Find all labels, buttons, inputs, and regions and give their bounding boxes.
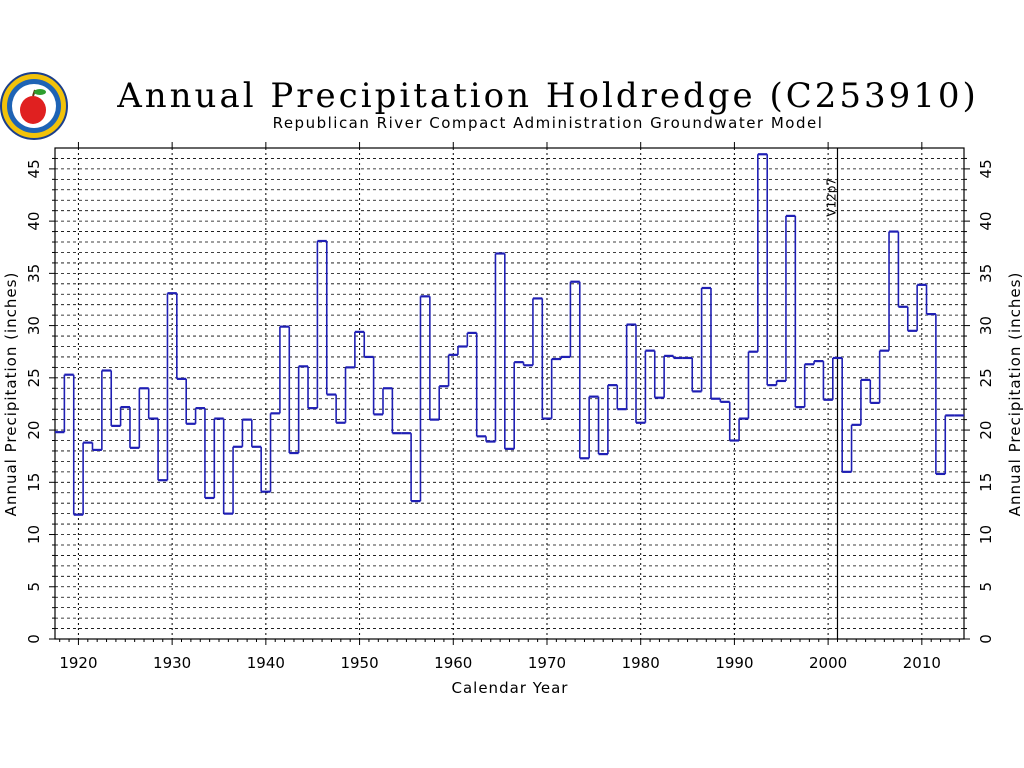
y-tick-label-right: 45: [977, 159, 995, 178]
x-tick-label: 1990: [715, 654, 753, 672]
y-tick-label-right: 40: [977, 212, 995, 231]
y-axis-label-right: Annual Precipitation (inches): [1006, 272, 1024, 517]
grid-lines: [55, 148, 964, 639]
y-tick-label-right: 20: [977, 421, 995, 440]
x-tick-label: 1950: [340, 654, 378, 672]
y-tick-label: 0: [25, 634, 43, 644]
y-axis-label-left: Annual Precipitation (inches): [2, 272, 20, 517]
chart-title: Annual Precipitation Holdredge (C253910): [116, 76, 979, 116]
apple-icon: [20, 96, 46, 124]
x-tick-label: 1960: [434, 654, 472, 672]
y-tick-label-right: 10: [977, 525, 995, 544]
y-tick-label-right: 30: [977, 316, 995, 335]
x-tick-label: 2000: [809, 654, 847, 672]
y-tick-label: 30: [25, 316, 43, 335]
x-tick-label: 1920: [59, 654, 97, 672]
y-tick-label: 20: [25, 421, 43, 440]
x-tick-label: 1970: [528, 654, 566, 672]
y-tick-label-right: 0: [977, 634, 995, 644]
y-tick-label: 35: [25, 264, 43, 283]
x-tick-label: 2010: [903, 654, 941, 672]
plot-frame: [54, 147, 965, 640]
version-marker: V12p7: [824, 148, 838, 639]
x-tick-label: 1930: [153, 654, 191, 672]
version-marker-label: V12p7: [824, 178, 838, 217]
y-tick-label: 15: [25, 473, 43, 492]
y-tick-label-right: 25: [977, 368, 995, 387]
axis-ticks: 0 0 5 5 10 10 15 15 20 20 25 25 30 30 35 35 40 40 45 45 1920…: [25, 142, 995, 672]
chart-subtitle: Republican River Compact Administration …: [273, 114, 824, 132]
y-tick-label: 10: [25, 525, 43, 544]
x-axis-label: Calendar Year: [452, 679, 569, 697]
y-tick-label: 5: [25, 582, 43, 592]
precipitation-series: [55, 153, 964, 516]
rrca-logo: [0, 72, 68, 140]
y-tick-label: 25: [25, 368, 43, 387]
x-tick-label: 1940: [247, 654, 285, 672]
y-tick-label: 45: [25, 159, 43, 178]
y-tick-label-right: 15: [977, 473, 995, 492]
y-tick-label-right: 35: [977, 264, 995, 283]
y-tick-label: 40: [25, 212, 43, 231]
x-tick-label: 1980: [622, 654, 660, 672]
y-tick-label-right: 5: [977, 582, 995, 592]
